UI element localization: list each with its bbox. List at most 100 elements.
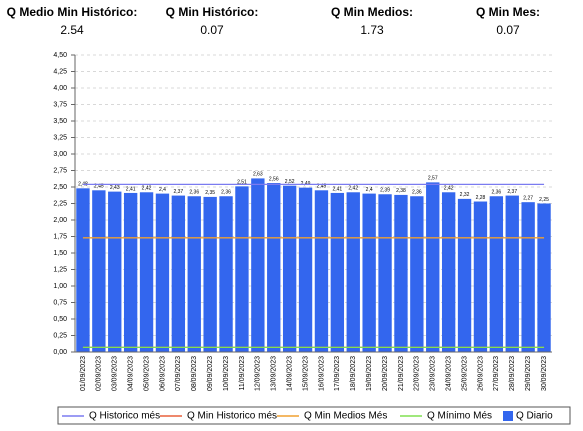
y-tick-label: 0,00 [53,349,67,356]
x-tick-label: 08/09/2023 [191,356,198,391]
x-tick-label: 14/09/2023 [286,356,293,391]
bar [76,188,90,352]
value-label: 2,42 [348,186,358,192]
value-label: 2,36 [491,190,501,196]
x-tick-label: 23/09/2023 [430,356,437,391]
bar [155,193,170,352]
x-tick-label: 10/09/2023 [223,356,230,391]
x-tick-label: 16/09/2023 [318,356,325,391]
value-label: 2,36 [412,190,422,196]
x-tick-label: 24/09/2023 [445,356,452,391]
value-label: 2,63 [253,172,263,178]
x-tick-label: 13/09/2023 [271,356,278,391]
bar [92,190,106,352]
legend-label: Q Diario [516,411,553,422]
stat-value: 0.07 [200,23,224,37]
x-tick-label: 19/09/2023 [366,356,373,391]
value-label: 2,32 [460,192,470,198]
value-label: 2,41 [332,186,342,192]
bar [314,190,329,352]
value-label: 2,57 [428,176,438,182]
value-label: 2,25 [539,197,549,203]
x-tick-label: 26/09/2023 [477,356,484,391]
bar [203,196,217,352]
legend-label: Q Min Historico més [187,411,277,422]
bar [282,185,297,352]
bar [505,195,519,352]
bar [441,192,456,352]
y-tick-label: 1,75 [53,233,67,240]
value-label: 2,45 [317,184,327,190]
bar [187,196,201,352]
value-label: 2,38 [396,188,406,194]
y-tick-label: 2,25 [53,200,67,207]
y-tick-label: 1,00 [53,283,67,290]
bar [108,191,122,352]
x-tick-label: 07/09/2023 [175,356,182,391]
y-tick-label: 3,25 [53,134,67,141]
value-label: 2,36 [189,190,199,196]
bar [537,203,551,352]
y-tick-label: 4,25 [53,68,67,75]
legend-box [57,406,571,425]
x-tick-label: 17/09/2023 [334,356,341,391]
y-tick-label: 4,00 [53,85,67,92]
stat-value: 0.07 [496,23,520,37]
value-label: 2,4 [159,187,166,193]
bar [394,194,408,352]
legend-label: Q Mínimo Més [427,411,492,422]
x-tick-label: 11/09/2023 [239,356,246,391]
x-tick-label: 29/09/2023 [525,356,532,391]
x-tick-label: 03/09/2023 [112,356,119,391]
bar [426,182,440,352]
value-label: 2,52 [285,179,295,185]
bar [410,196,424,352]
y-tick-label: 0,25 [53,332,67,339]
y-tick-label: 2,75 [53,167,67,174]
stat-label: Q Min Mes: [476,5,540,19]
y-tick-label: 1,25 [53,266,67,273]
y-tick-label: 2,50 [53,184,67,191]
legend-label: Q Min Medios Més [304,411,387,422]
x-tick-label: 25/09/2023 [461,356,468,391]
y-tick-label: 1,50 [53,250,67,257]
y-tick-label: 4,50 [53,52,67,59]
x-tick-label: 30/09/2023 [541,356,548,391]
value-label: 2,27 [523,196,533,202]
value-label: 2,28 [476,195,486,201]
x-tick-label: 27/09/2023 [493,356,500,391]
x-tick-label: 12/09/2023 [255,356,262,391]
stat-label: Q Min Medios: [331,5,413,19]
x-tick-label: 20/09/2023 [382,356,389,391]
x-tick-label: 09/09/2023 [207,356,214,391]
x-tick-label: 06/09/2023 [159,356,166,391]
value-label: 2,36 [221,190,231,196]
value-label: 2,39 [380,188,390,194]
bar [219,196,233,352]
value-label: 2,37 [173,189,183,195]
bar [489,196,504,352]
bar [473,201,488,352]
y-tick-label: 3,00 [53,151,67,158]
x-tick-label: 01/09/2023 [80,356,87,391]
bar [362,193,376,352]
value-label: 2,43 [110,185,120,191]
bar [330,192,345,352]
bar [235,186,249,352]
stat-value: 1.73 [360,23,384,37]
legend-swatch [503,411,513,421]
value-label: 2,37 [507,189,517,195]
y-tick-label: 3,75 [53,101,67,108]
stat-label: Q Medio Min Histórico: [7,5,138,19]
value-label: 2,42 [142,186,152,192]
value-label: 2,45 [94,184,104,190]
value-label: 2,51 [237,180,247,186]
stat-label: Q Min Histórico: [166,5,259,19]
bar [123,192,138,352]
value-label: 2,42 [444,186,454,192]
y-tick-label: 0,50 [53,316,67,323]
stat-value: 2.54 [60,23,84,37]
value-label: 2,41 [126,186,136,192]
bar [267,183,281,352]
